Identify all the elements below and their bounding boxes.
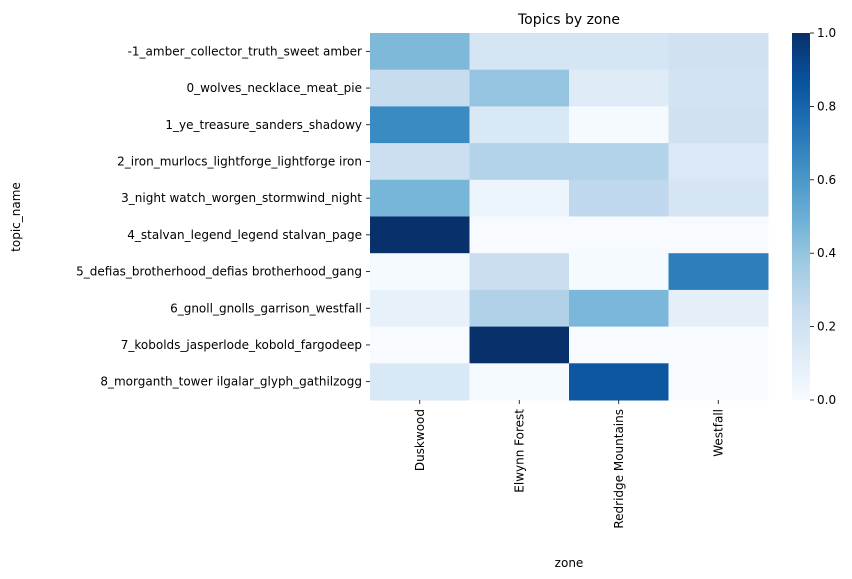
heatmap-cell xyxy=(668,33,769,71)
row-label: 7_kobolds_jasperlode_kobold_fargodeep xyxy=(121,338,362,352)
column-label: Elwynn Forest xyxy=(512,409,526,493)
heatmap-cell xyxy=(569,69,669,107)
row-label: 3_night watch_worgen_stormwind_night xyxy=(121,191,362,205)
heatmap-cells xyxy=(370,33,769,401)
heatmap-cell xyxy=(370,33,470,71)
heatmap-cell xyxy=(569,143,669,181)
column-label: Westfall xyxy=(711,409,725,457)
heatmap-cell xyxy=(569,363,669,401)
heatmap-cell xyxy=(370,179,470,217)
heatmap-cell xyxy=(569,216,669,254)
x-axis-label: zone xyxy=(555,556,584,570)
heatmap-cell xyxy=(469,326,570,364)
heatmap-cell xyxy=(668,179,769,217)
heatmap-cell xyxy=(469,69,570,107)
heatmap-cell xyxy=(569,326,669,364)
column-label: Redridge Mountains xyxy=(612,409,626,529)
heatmap-cell xyxy=(569,33,669,71)
colorbar-tick-label: 1.0 xyxy=(817,26,836,40)
heatmap-cell xyxy=(569,179,669,217)
heatmap-cell xyxy=(469,33,570,71)
heatmap-cell xyxy=(370,253,470,291)
column-label: Duskwood xyxy=(413,409,427,471)
colorbar-tick-label: 0.8 xyxy=(817,99,836,113)
heatmap-cell xyxy=(668,216,769,254)
heatmap-cell xyxy=(668,143,769,181)
colorbar-tick-label: 0.4 xyxy=(817,246,836,260)
heatmap-cell xyxy=(569,106,669,144)
row-label: 5_defias_brotherhood_defias brotherhood_… xyxy=(76,265,362,279)
chart-title: Topics by zone xyxy=(517,12,620,28)
heatmap-cell xyxy=(370,106,470,144)
row-label: 8_morganth_tower ilgalar_glyph_gathilzog… xyxy=(100,375,362,389)
colorbar-tick-label: 0.0 xyxy=(817,393,836,407)
row-label: 4_stalvan_legend_legend stalvan_page xyxy=(127,228,362,242)
row-label: 6_gnoll_gnolls_garrison_westfall xyxy=(170,301,362,315)
row-label: -1_amber_collector_truth_sweet amber xyxy=(128,44,362,58)
heatmap-cell xyxy=(469,216,570,254)
row-label: 1_ye_treasure_sanders_shadowy xyxy=(165,118,362,132)
row-labels: -1_amber_collector_truth_sweet amber 0_wo… xyxy=(76,44,370,389)
heatmap-cell xyxy=(668,363,769,401)
heatmap-cell xyxy=(569,253,669,291)
colorbar-ticks: 0.0 0.2 0.4 0.6 0.8 1.0 xyxy=(810,26,836,407)
colorbar-tick-label: 0.2 xyxy=(817,320,836,334)
heatmap-cell xyxy=(668,106,769,144)
colorbar xyxy=(792,33,810,400)
heatmap-cell xyxy=(469,106,570,144)
heatmap-cell xyxy=(668,253,769,291)
heatmap-cell xyxy=(469,253,570,291)
heatmap-cell xyxy=(370,216,470,254)
column-labels: Duskwood Elwynn Forest Redridge Mountains W… xyxy=(413,400,725,529)
heatmap-cell xyxy=(370,69,470,107)
heatmap-cell xyxy=(668,69,769,107)
heatmap-cell xyxy=(469,363,570,401)
row-label: 2_iron_murlocs_lightforge_lightforge iro… xyxy=(117,154,362,168)
row-label: 0_wolves_necklace_meat_pie xyxy=(186,81,362,95)
heatmap-cell xyxy=(569,289,669,328)
colorbar-tick-label: 0.6 xyxy=(817,173,836,187)
heatmap-cell xyxy=(370,143,470,181)
y-axis-label: topic_name xyxy=(9,182,23,252)
heatmap-cell xyxy=(668,289,769,328)
heatmap-cell xyxy=(370,326,470,364)
heatmap-cell xyxy=(469,289,570,328)
heatmap-cell xyxy=(469,143,570,181)
heatmap-cell xyxy=(370,363,470,401)
heatmap-cell xyxy=(370,289,470,328)
heatmap-cell xyxy=(469,179,570,217)
heatmap-cell xyxy=(668,326,769,364)
